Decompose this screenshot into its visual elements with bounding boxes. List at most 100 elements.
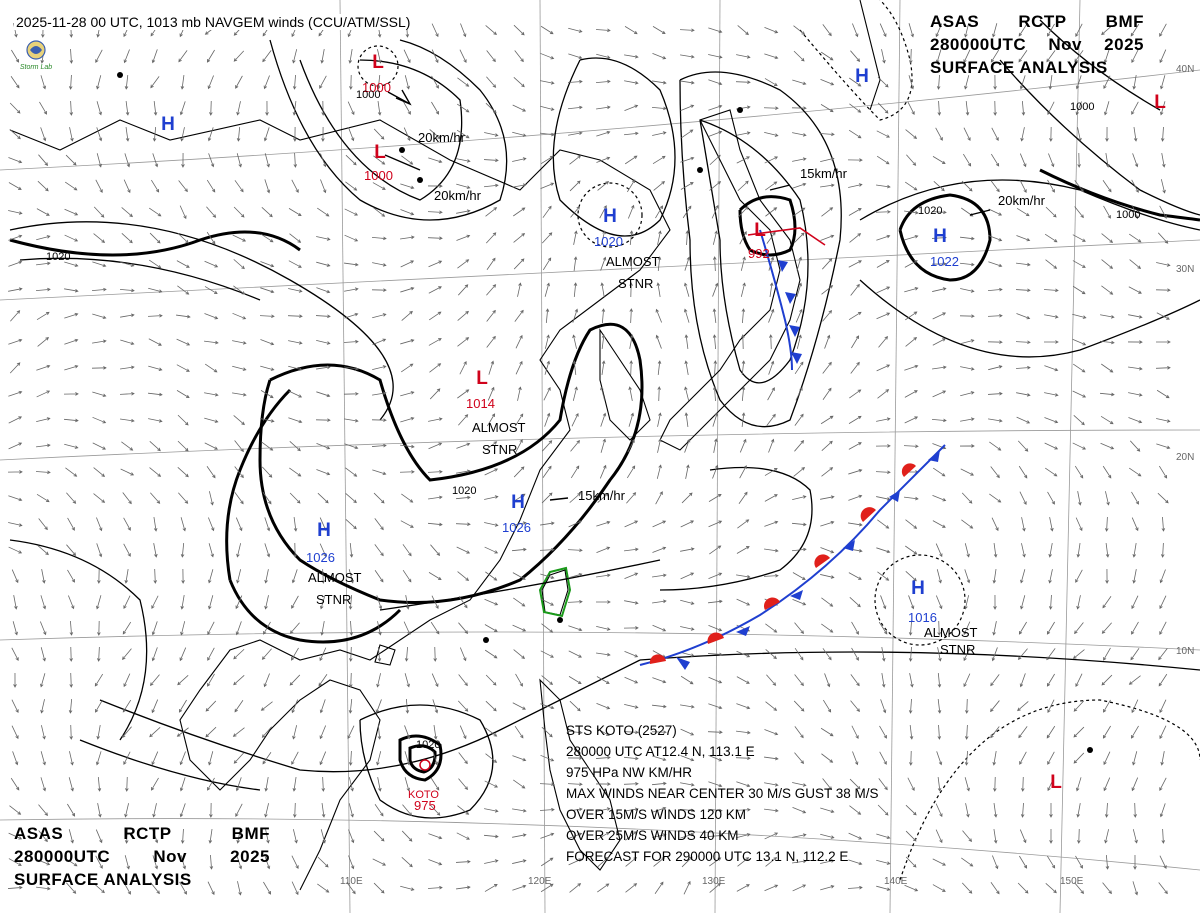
japan-coast <box>659 109 801 451</box>
wind-arrow <box>989 441 1002 451</box>
wind-arrow <box>964 23 970 38</box>
wind-arrow <box>1073 415 1085 426</box>
typhoon-name: KOTO <box>408 789 439 801</box>
wind-arrow <box>64 261 79 267</box>
wind-arrow <box>1155 340 1171 344</box>
wind-arrow <box>937 620 941 636</box>
wind-arrow <box>935 543 943 558</box>
wind-arrow <box>92 391 107 398</box>
wind-arrow <box>1103 777 1111 792</box>
wind-arrow <box>485 674 497 686</box>
wind-arrow <box>764 131 779 137</box>
wind-arrow <box>458 414 469 426</box>
wind-arrow <box>1158 465 1168 479</box>
wind-arrow <box>64 338 79 345</box>
wind-arrow <box>178 699 187 713</box>
wind-arrow <box>9 102 21 114</box>
wind-arrow <box>568 53 583 60</box>
wind-arrow <box>234 700 244 713</box>
motion-speed-label: 20km/hr <box>998 193 1046 208</box>
wind-arrow <box>372 182 386 190</box>
wind-arrow <box>288 288 303 293</box>
wind-arrow <box>964 75 970 90</box>
wind-arrow <box>624 807 639 812</box>
wind-arrow <box>428 311 442 321</box>
wind-arrow <box>766 413 776 426</box>
wind-arrow <box>1019 179 1027 193</box>
wind-arrow <box>456 103 470 113</box>
wind-arrow <box>123 595 131 610</box>
wind-arrow <box>1101 285 1114 295</box>
wind-arrow <box>768 360 775 375</box>
wind-arrow <box>792 884 807 892</box>
wind-arrow <box>121 441 134 451</box>
wind-arrow <box>291 699 299 714</box>
wind-arrow <box>1099 392 1115 397</box>
wind-arrow <box>404 75 410 90</box>
wind-arrow <box>623 730 639 735</box>
wind-arrow <box>1101 259 1114 269</box>
wind-arrow <box>68 595 75 610</box>
wind-arrow <box>8 416 23 424</box>
wind-arrow <box>484 859 499 864</box>
wind-arrow <box>824 334 831 349</box>
wind-arrow <box>680 572 695 580</box>
wind-arrow <box>264 595 269 610</box>
wind-arrow <box>513 77 525 88</box>
wind-arrow <box>652 80 667 85</box>
low-pressure-marker: L <box>476 368 488 389</box>
wind-arrow <box>512 183 527 188</box>
wind-arrow <box>736 598 751 606</box>
wind-arrow <box>652 677 667 684</box>
wind-arrow <box>181 152 185 168</box>
wind-arrow <box>236 855 243 870</box>
wind-arrow <box>851 335 860 349</box>
wind-arrow <box>960 417 975 422</box>
wind-arrow <box>736 703 751 710</box>
wind-arrow <box>624 650 639 658</box>
wind-arrow <box>680 156 695 163</box>
wind-arrow <box>848 468 863 475</box>
wind-arrow <box>653 857 666 867</box>
wind-arrow <box>455 495 471 500</box>
wind-arrow <box>179 647 187 662</box>
wind-arrow <box>1104 829 1110 844</box>
wind-arrow <box>1015 340 1031 345</box>
wind-arrow <box>1131 777 1139 792</box>
wind-arrow <box>684 386 690 401</box>
wind-arrow <box>427 522 443 527</box>
wind-arrow <box>651 781 667 786</box>
wind-arrow <box>1132 153 1139 168</box>
wind-arrow <box>820 547 835 554</box>
wind-arrow <box>1044 314 1059 319</box>
wind-arrow <box>204 442 218 450</box>
wind-arrow <box>36 208 50 216</box>
wind-arrow <box>236 829 241 844</box>
wind-arrow <box>993 829 998 844</box>
wind-arrow <box>348 594 353 610</box>
wind-arrow <box>63 418 79 423</box>
wind-arrow <box>1105 854 1110 870</box>
wind-arrow <box>1072 313 1087 319</box>
stationary-note: ALMOST <box>606 254 660 269</box>
wind-arrow <box>541 492 553 504</box>
wind-arrow <box>484 546 499 554</box>
wind-arrow <box>1077 828 1081 844</box>
wind-arrow <box>232 392 247 397</box>
wind-arrow <box>64 857 78 867</box>
map-labels: ALMOSTSTNRALMOSTSTNRALMOSTSTNRALMOSTSTNR… <box>46 64 1194 887</box>
wind-arrow <box>712 464 719 479</box>
wind-arrow <box>316 469 331 476</box>
wind-arrow <box>291 855 299 870</box>
wind-arrow <box>764 53 779 60</box>
isobars <box>9 19 1200 819</box>
wind-arrow <box>596 546 611 553</box>
wind-arrow <box>932 884 946 892</box>
wind-arrow <box>119 288 135 293</box>
wind-arrow <box>123 49 130 64</box>
wind-arrow <box>1156 262 1171 267</box>
wind-arrow <box>822 648 832 661</box>
wind-arrow <box>652 833 667 838</box>
wind-arrow <box>291 569 298 584</box>
wind-arrow <box>36 364 51 371</box>
